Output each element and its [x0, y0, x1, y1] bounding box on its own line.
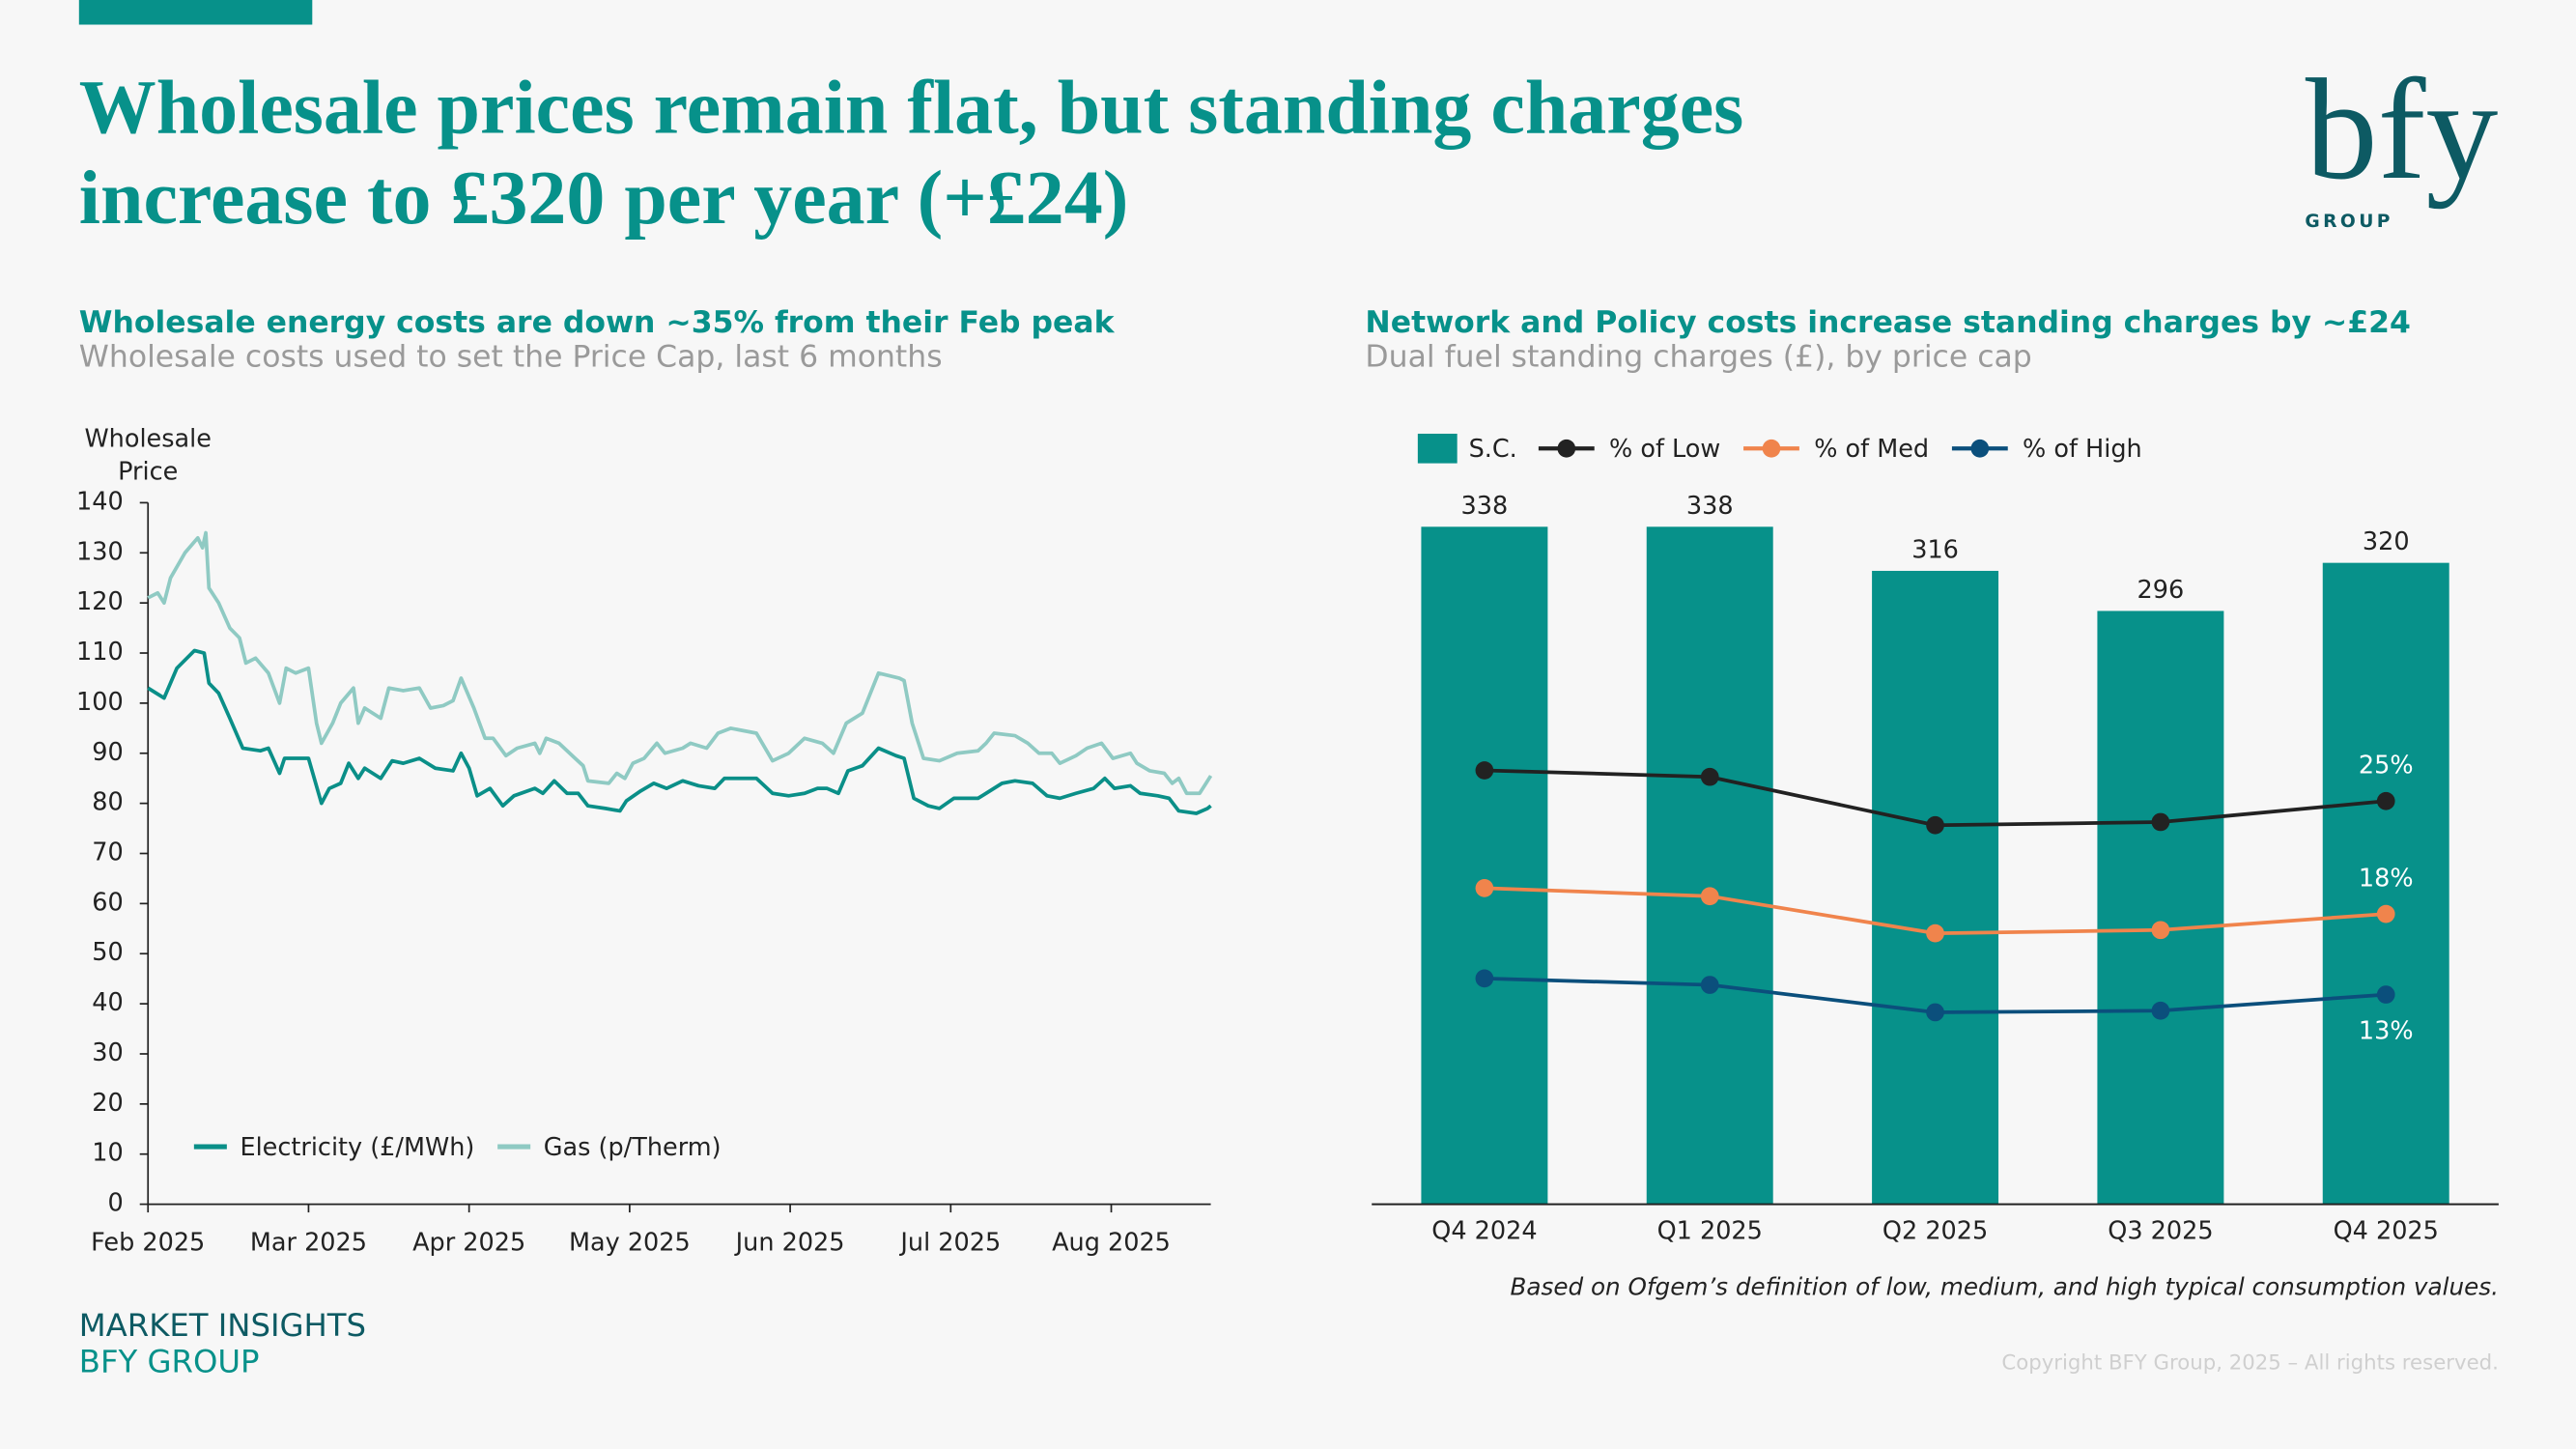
line-point — [1700, 976, 1719, 994]
x-tick-label: May 2025 — [569, 1228, 691, 1257]
bar — [1646, 526, 1773, 1205]
chart-subtitle: Dual fuel standing charges (£), by price… — [1365, 340, 2031, 375]
line-point — [1475, 761, 1494, 780]
legend-swatch — [1557, 439, 1576, 458]
footer-label: BFY GROUP — [79, 1344, 260, 1380]
legend-swatch — [1970, 439, 1990, 458]
y-tick-label: 130 — [76, 537, 124, 566]
line-point — [2376, 791, 2395, 810]
chart-subtitle: Wholesale costs used to set the Price Ca… — [79, 340, 943, 375]
y-tick-label: 110 — [76, 638, 124, 667]
x-tick-label: Feb 2025 — [91, 1228, 205, 1257]
bar-label: 338 — [1461, 492, 1509, 521]
legend-label: % of Med — [1814, 435, 1929, 464]
footnote: Based on Ofgem’s definition of low, medi… — [1510, 1272, 2498, 1300]
bar-label: 320 — [2363, 527, 2410, 556]
y-tick-label: 30 — [92, 1038, 123, 1067]
x-tick-label: Q2 2025 — [1882, 1217, 1988, 1246]
x-tick-label: Q1 2025 — [1657, 1217, 1763, 1246]
line-series — [147, 648, 1212, 815]
x-tick-label: Aug 2025 — [1052, 1228, 1171, 1257]
y-tick-label: 10 — [92, 1139, 123, 1168]
bar — [2097, 611, 2224, 1205]
legend-label: Gas (p/Therm) — [544, 1133, 722, 1162]
title: Wholesale prices remain flat, but standi… — [79, 65, 1743, 150]
bar — [1421, 526, 1548, 1205]
line-point — [2376, 985, 2395, 1004]
x-tick-label: Mar 2025 — [250, 1228, 367, 1257]
point-label: 18% — [2359, 864, 2414, 893]
legend-label: % of High — [2023, 435, 2142, 464]
bar-label: 296 — [2137, 576, 2185, 605]
line-point — [1475, 879, 1494, 897]
logo-sub: GROUP — [2305, 212, 2393, 232]
y-tick-label: 80 — [92, 788, 123, 817]
legend-label: % of Low — [1609, 435, 1720, 464]
y-tick-label: 20 — [92, 1089, 123, 1118]
point-label: 25% — [2359, 752, 2414, 781]
legend-swatch — [1417, 433, 1458, 464]
bar-label: 338 — [1686, 492, 1734, 521]
legend-label: S.C. — [1469, 435, 1517, 464]
line-point — [1700, 887, 1719, 906]
y-axis-label: Wholesale Price — [84, 423, 212, 487]
y-tick-label: 90 — [92, 738, 123, 767]
line-series — [147, 530, 1213, 796]
legend-label: Electricity (£/MWh) — [240, 1133, 474, 1162]
y-tick-label: 70 — [92, 838, 123, 867]
y-tick-label: 0 — [107, 1189, 123, 1218]
legend-swatch — [1762, 439, 1781, 458]
line-point — [2151, 921, 2170, 940]
y-tick-label: 40 — [92, 988, 123, 1017]
y-axis-label-box: Wholesale Price — [84, 423, 212, 487]
y-tick-label: 120 — [76, 587, 124, 616]
y-tick-label: 60 — [92, 888, 123, 917]
x-tick-label: Q4 2024 — [1431, 1217, 1537, 1246]
line-point — [1926, 815, 1944, 835]
y-tick-label: 140 — [76, 487, 124, 516]
chart-title: Wholesale energy costs are down ~35% fro… — [79, 305, 1116, 340]
x-tick-label: Q4 2025 — [2334, 1217, 2439, 1246]
line-point — [2151, 812, 2170, 832]
copyright: Copyright BFY Group, 2025 – All rights r… — [2001, 1351, 2499, 1376]
title: increase to £320 per year (+£24) — [79, 156, 1129, 241]
x-tick-label: Jun 2025 — [734, 1228, 845, 1257]
x-tick-label: Apr 2025 — [412, 1228, 525, 1257]
line-point — [2151, 1001, 2170, 1020]
bar — [2322, 562, 2449, 1205]
y-tick-label: 50 — [92, 938, 123, 967]
bar — [1872, 570, 1999, 1205]
logo: bfy — [2306, 50, 2499, 210]
x-tick-label: Q3 2025 — [2108, 1217, 2213, 1246]
x-tick-label: Jul 2025 — [898, 1228, 1001, 1257]
line-point — [1926, 923, 1944, 943]
point-label: 13% — [2359, 1017, 2414, 1046]
accent-bar — [78, 0, 313, 25]
line-point — [1700, 767, 1719, 786]
footer-label: MARKET INSIGHTS — [79, 1307, 366, 1344]
chart-title: Network and Policy costs increase standi… — [1365, 305, 2411, 340]
bar-label: 316 — [1911, 536, 1959, 565]
line-point — [2376, 904, 2395, 923]
line-point — [1475, 969, 1494, 988]
line-point — [1926, 1003, 1944, 1022]
y-tick-label: 100 — [76, 688, 124, 717]
